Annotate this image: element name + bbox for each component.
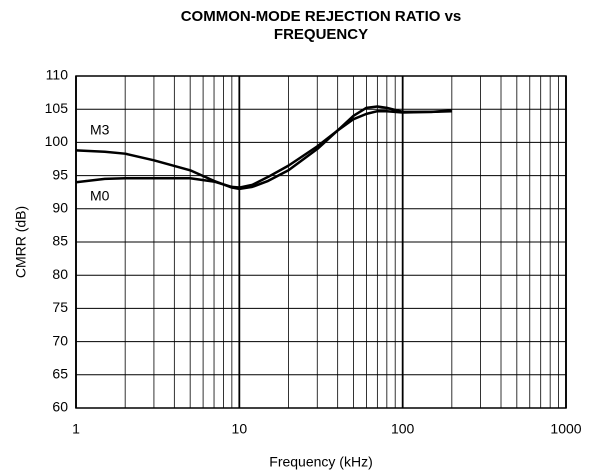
y-tick-label: 65 bbox=[52, 366, 68, 382]
y-tick-label: 90 bbox=[52, 200, 68, 216]
x-tick-label: 1000 bbox=[550, 421, 581, 437]
chart-title: COMMON-MODE REJECTION RATIO vs bbox=[181, 8, 462, 25]
x-tick-label: 100 bbox=[391, 421, 415, 437]
y-tick-label: 80 bbox=[52, 266, 68, 282]
y-axis-label: CMRR (dB) bbox=[13, 206, 29, 278]
y-tick-label: 70 bbox=[52, 332, 68, 348]
series-label: M3 bbox=[90, 122, 110, 138]
series-label: M0 bbox=[90, 188, 110, 204]
x-axis-label: Frequency (kHz) bbox=[269, 454, 372, 470]
y-tick-label: 60 bbox=[52, 399, 68, 415]
x-tick-label: 1 bbox=[72, 421, 80, 437]
series-line bbox=[75, 105, 452, 191]
label-bg bbox=[88, 122, 114, 140]
label-bg bbox=[88, 188, 114, 206]
x-tick-label: 10 bbox=[232, 421, 248, 437]
plot-frame bbox=[75, 75, 567, 409]
series-line bbox=[75, 109, 452, 189]
y-tick-label: 105 bbox=[45, 100, 69, 116]
y-tick-label: 75 bbox=[52, 299, 68, 315]
y-tick-label: 110 bbox=[46, 67, 69, 83]
chart-title: FREQUENCY bbox=[274, 26, 368, 43]
y-tick-label: 100 bbox=[45, 133, 69, 149]
y-tick-label: 95 bbox=[52, 166, 68, 182]
y-tick-label: 85 bbox=[52, 233, 68, 249]
